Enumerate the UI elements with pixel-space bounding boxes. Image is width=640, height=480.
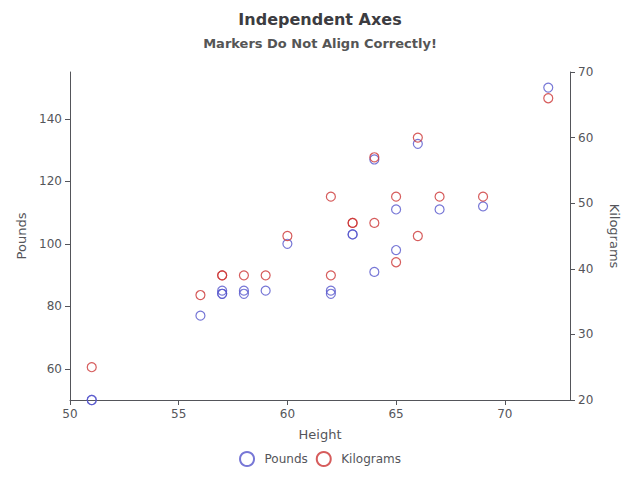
svg-text:55: 55 bbox=[171, 407, 186, 421]
svg-text:50: 50 bbox=[578, 196, 593, 210]
svg-text:30: 30 bbox=[578, 327, 593, 341]
svg-text:20: 20 bbox=[578, 393, 593, 407]
svg-text:Pounds: Pounds bbox=[14, 212, 29, 259]
svg-text:50: 50 bbox=[62, 407, 77, 421]
svg-text:40: 40 bbox=[578, 262, 593, 276]
svg-text:80: 80 bbox=[47, 299, 62, 313]
svg-text:100: 100 bbox=[39, 237, 62, 251]
svg-text:60: 60 bbox=[578, 131, 593, 145]
svg-text:70: 70 bbox=[578, 65, 593, 79]
svg-text:Independent Axes: Independent Axes bbox=[238, 10, 401, 29]
svg-text:Kilograms: Kilograms bbox=[607, 204, 622, 269]
svg-text:Pounds: Pounds bbox=[265, 452, 308, 466]
svg-text:65: 65 bbox=[388, 407, 403, 421]
svg-text:70: 70 bbox=[497, 407, 512, 421]
svg-text:120: 120 bbox=[39, 174, 62, 188]
svg-text:Markers Do Not Align Correctly: Markers Do Not Align Correctly! bbox=[203, 36, 437, 51]
svg-text:Kilograms: Kilograms bbox=[341, 452, 401, 466]
svg-text:140: 140 bbox=[39, 112, 62, 126]
svg-text:60: 60 bbox=[280, 407, 295, 421]
svg-text:Height: Height bbox=[299, 427, 342, 442]
svg-text:60: 60 bbox=[47, 362, 62, 376]
